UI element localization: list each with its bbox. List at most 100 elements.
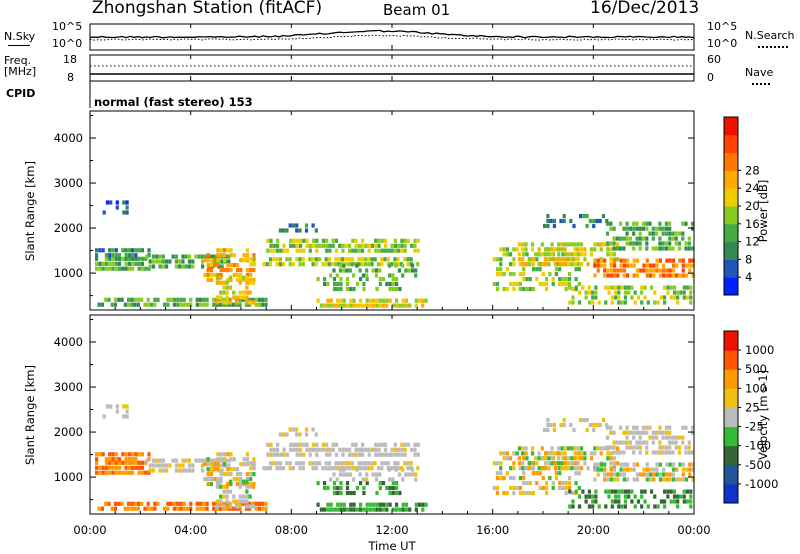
power-cell — [137, 266, 141, 271]
velocity-cell — [181, 463, 185, 468]
power-cell — [658, 221, 662, 226]
power-cell — [225, 302, 229, 307]
velocity-cell — [222, 489, 226, 494]
velocity-cell — [374, 452, 378, 457]
power-cell — [121, 266, 125, 271]
power-cell — [219, 280, 223, 285]
power-cell — [681, 258, 685, 263]
velocity-cell — [172, 501, 176, 506]
velocity-cell — [101, 452, 105, 457]
power-cell — [616, 268, 620, 273]
velocity-cell — [610, 499, 614, 504]
power-cell — [679, 290, 683, 295]
power-cell — [687, 241, 691, 246]
power-cell — [342, 268, 346, 273]
velocity-cell — [568, 489, 572, 494]
velocity-cell — [569, 422, 573, 428]
power-cell — [606, 252, 610, 257]
power-cell — [225, 300, 229, 305]
velocity-cell — [527, 466, 531, 471]
velocity-cell — [312, 442, 316, 447]
velocity-cell — [661, 445, 665, 450]
power-cell — [512, 272, 516, 277]
power-cell — [668, 246, 672, 251]
velocity-cell — [225, 494, 229, 499]
power-cell — [254, 297, 258, 302]
velocity-cell — [388, 477, 392, 482]
power-cell — [311, 223, 315, 228]
power-cell — [570, 242, 574, 247]
velocity-cell — [189, 501, 193, 506]
power-cell — [538, 281, 542, 287]
velocity-cell — [658, 430, 662, 435]
power-cell — [635, 221, 639, 226]
velocity-cell — [359, 502, 363, 507]
velocity-cell — [577, 451, 581, 456]
velocity-cell — [570, 461, 574, 466]
power-cell — [638, 231, 642, 236]
power-cell — [655, 263, 659, 268]
power-cell — [619, 263, 623, 268]
power-cell — [547, 257, 551, 262]
velocity-cell — [361, 477, 365, 482]
power-cell — [344, 257, 348, 262]
power-cbar-label: Power [dB] — [756, 180, 770, 243]
power-cell — [665, 258, 669, 263]
velocity-cell — [668, 430, 672, 435]
velocity-cell — [632, 462, 636, 467]
velocity-cell — [563, 456, 567, 461]
power-cell — [238, 280, 242, 285]
velocity-cell — [377, 452, 381, 457]
power-cell — [328, 243, 332, 248]
velocity-cell — [387, 452, 391, 457]
velocity-cell — [216, 462, 220, 467]
power-cell — [395, 298, 399, 303]
power-cell — [606, 247, 610, 252]
velocity-cell — [554, 476, 558, 481]
velocity-cell — [537, 466, 541, 471]
velocity-cell — [681, 477, 685, 482]
power-cell — [216, 272, 220, 278]
velocity-cell — [161, 458, 165, 463]
velocity-cell — [684, 445, 688, 450]
power-cell — [642, 268, 646, 273]
power-cell — [602, 242, 607, 247]
power-cell — [295, 248, 299, 253]
power-cell — [351, 248, 355, 253]
velocity-cell — [612, 440, 616, 445]
power-cell — [165, 264, 169, 269]
xtick-label: 16:00 — [476, 523, 509, 537]
power-cell — [406, 257, 410, 262]
velocity-cell — [202, 506, 206, 511]
velocity-cell — [596, 462, 600, 467]
power-cell — [551, 281, 555, 287]
velocity-cell — [146, 501, 150, 506]
velocity-cell — [181, 468, 185, 473]
power-cell — [663, 285, 667, 290]
power-cell — [137, 256, 141, 261]
velocity-cell — [124, 460, 128, 465]
power-cell — [671, 268, 676, 273]
velocity-cell — [228, 504, 233, 509]
power-cell — [229, 263, 233, 268]
velocity-cell — [383, 447, 388, 452]
colorbar-swatch — [724, 388, 738, 408]
velocity-cell — [623, 494, 627, 499]
velocity-cell — [285, 432, 289, 437]
velocity-cell — [672, 494, 677, 499]
velocity-cell — [651, 430, 655, 435]
power-cell — [615, 246, 619, 251]
power-cell — [143, 302, 147, 307]
nsky-legend-line — [8, 45, 30, 46]
velocity-cell — [567, 485, 572, 491]
velocity-cell — [345, 481, 350, 486]
power-cell — [518, 272, 522, 277]
velocity-cell — [276, 452, 280, 457]
power-cell — [252, 277, 256, 283]
velocity-cell — [502, 490, 506, 496]
velocity-cell — [591, 504, 595, 509]
velocity-cell — [609, 467, 613, 472]
power-cell — [404, 303, 408, 308]
velocity-cell — [601, 418, 606, 423]
power-cell — [548, 272, 552, 277]
